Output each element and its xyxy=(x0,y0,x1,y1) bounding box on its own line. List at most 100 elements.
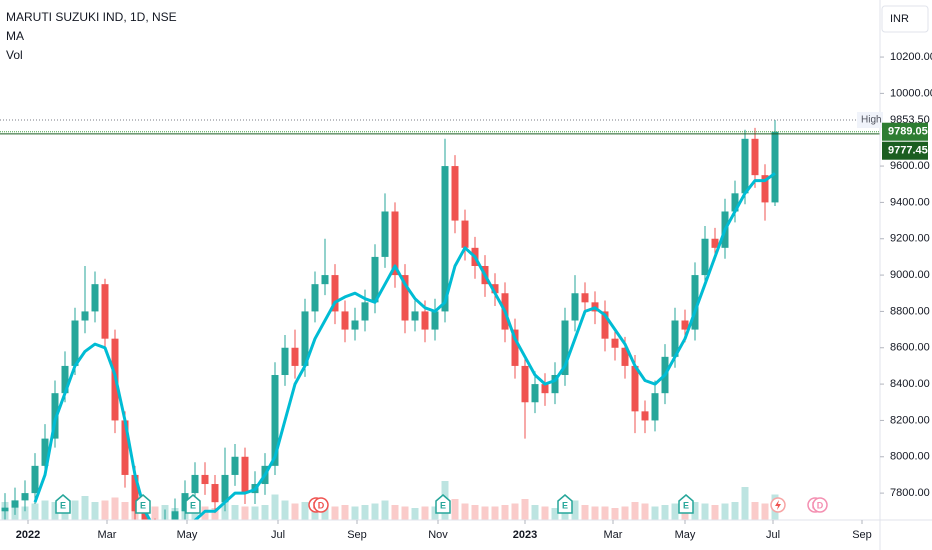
candle-body xyxy=(561,320,569,376)
volume-bar xyxy=(651,506,659,520)
candle-body xyxy=(31,465,39,494)
volume-bar xyxy=(581,505,589,520)
candle-body xyxy=(301,311,309,366)
currency-box[interactable] xyxy=(881,5,929,33)
candle-body xyxy=(191,474,199,494)
prev-price-tag xyxy=(882,141,928,160)
y-tick-label: 8200.00 xyxy=(890,414,930,426)
candle-body xyxy=(581,293,589,303)
candle-body xyxy=(141,511,149,520)
split-icon xyxy=(770,497,786,513)
candle-body xyxy=(521,365,529,403)
volume-bar xyxy=(631,502,639,520)
volume-bar xyxy=(121,502,129,520)
volume-bar xyxy=(511,503,519,520)
event-shape xyxy=(435,494,451,514)
volume-bar xyxy=(461,503,469,520)
candle-body xyxy=(571,293,579,321)
event-marker[interactable]: E xyxy=(678,494,694,514)
volume-bar xyxy=(381,500,389,520)
candle-body xyxy=(91,284,99,312)
candle-body xyxy=(601,311,609,339)
event-label: E xyxy=(140,500,146,510)
volume-bar xyxy=(291,503,299,520)
event-label: E xyxy=(60,500,66,510)
candle-body xyxy=(541,384,549,394)
candle-body xyxy=(751,138,759,176)
event-marker[interactable]: E xyxy=(435,494,451,514)
candle-body xyxy=(101,284,109,339)
event-marker[interactable]: E xyxy=(135,494,151,514)
y-tick-label: 10000.00 xyxy=(890,87,932,99)
volume-bar xyxy=(551,508,559,520)
volume-bar xyxy=(721,503,729,520)
volume-bar xyxy=(31,503,39,520)
candle-body xyxy=(491,284,499,294)
volume-bar xyxy=(81,496,89,520)
indicator-label: Vol xyxy=(6,48,23,62)
volume-bar xyxy=(91,502,99,520)
volume-bar xyxy=(641,503,649,520)
event-label: E xyxy=(440,500,446,510)
candle-body xyxy=(281,347,289,376)
candle-body xyxy=(341,311,349,330)
volume-bar xyxy=(151,506,159,520)
candle-body xyxy=(411,311,419,321)
candle-body xyxy=(611,338,619,348)
volume-bar xyxy=(711,505,719,520)
event-label: D xyxy=(817,500,824,510)
event-label: D xyxy=(318,500,325,510)
x-tick-label: Jul xyxy=(766,529,780,541)
volume-bar xyxy=(321,503,329,520)
volume-bar xyxy=(601,506,609,520)
volume-bar xyxy=(51,502,59,520)
event-marker[interactable]: D xyxy=(812,497,828,513)
volume-bar xyxy=(211,508,219,520)
candle-body xyxy=(441,166,449,312)
candle-body xyxy=(371,256,379,303)
volume-bar xyxy=(591,506,599,520)
candle-body xyxy=(311,284,319,312)
volume-bar xyxy=(671,503,679,520)
volume-bar xyxy=(761,503,769,520)
event-shape xyxy=(55,494,71,514)
y-tick-label: 8000.00 xyxy=(890,451,930,463)
volume-bar xyxy=(271,494,279,520)
volume-bar xyxy=(281,500,289,520)
candle-body xyxy=(291,347,299,366)
candle-body xyxy=(391,211,399,276)
y-tick-label: 9200.00 xyxy=(890,233,930,245)
candle-body xyxy=(701,238,709,276)
volume-bar xyxy=(691,502,699,520)
x-tick-label: Jul xyxy=(271,529,285,541)
candle-body xyxy=(671,320,679,357)
event-marker[interactable]: E xyxy=(557,494,573,514)
event-marker[interactable]: E xyxy=(185,494,201,514)
candle-body xyxy=(21,493,29,501)
x-tick-label: Sep xyxy=(347,529,367,541)
event-marker[interactable]: D xyxy=(313,497,329,513)
volume-bar xyxy=(481,506,489,520)
candle-body xyxy=(231,456,239,475)
x-tick-label: 2022 xyxy=(16,529,40,541)
volume-bar xyxy=(431,506,439,520)
candle-body xyxy=(631,365,639,412)
x-tick-label: Mar xyxy=(604,529,623,541)
y-tick-label: 8600.00 xyxy=(890,342,930,354)
volume-bar xyxy=(541,506,549,520)
high-tag xyxy=(857,112,883,129)
volume-bar xyxy=(491,506,499,520)
event-marker[interactable]: E xyxy=(55,494,71,514)
candle-body xyxy=(131,474,139,512)
candle-body xyxy=(81,311,89,321)
volume-bar xyxy=(531,505,539,520)
x-tick-label: Sep xyxy=(852,529,872,541)
event-label: E xyxy=(190,500,196,510)
x-tick-label: May xyxy=(177,529,198,541)
candle-body xyxy=(41,438,49,466)
candle-body xyxy=(241,456,249,494)
candle-body xyxy=(121,420,129,475)
candle-body xyxy=(771,131,779,203)
y-tick-label: 7800.00 xyxy=(890,487,930,499)
